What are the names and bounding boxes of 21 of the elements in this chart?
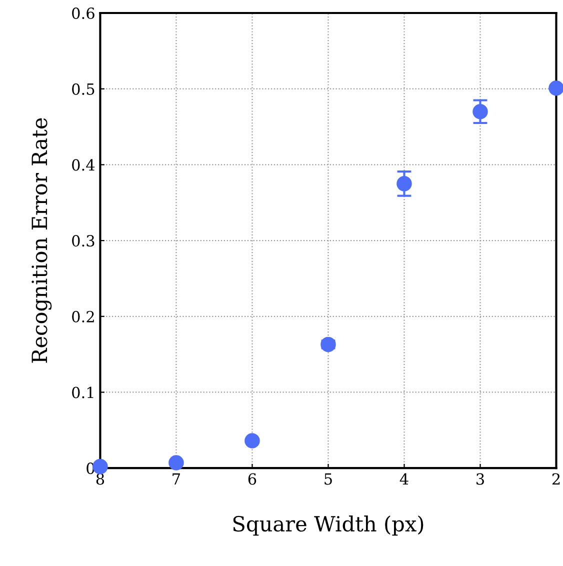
x-axis-title: Square Width (px) [233,516,424,536]
x-tick-label: 8 [96,473,104,485]
point [548,80,563,96]
x-tick-label: 3 [476,473,484,485]
y-axis-title: Recognition Error Rate [32,118,52,363]
y-tick-label: 0.4 [72,159,95,171]
point [396,176,412,192]
x-tick-label: 2 [552,473,560,485]
point [472,104,488,120]
x-tick-label: 7 [172,473,180,485]
x-tick-label: 6 [248,473,256,485]
point [168,455,184,470]
y-tick-label: 0.6 [72,7,94,20]
point [320,336,336,352]
x-tick-label: 4 [400,473,408,485]
point [244,433,260,448]
y-tick-label: 0.3 [72,235,94,247]
y-tick-label: 0.1 [72,386,94,398]
x-tick-label: 5 [324,473,332,485]
y-tick-label: 0.2 [72,310,94,322]
y-tick-label: 0.5 [72,83,94,95]
